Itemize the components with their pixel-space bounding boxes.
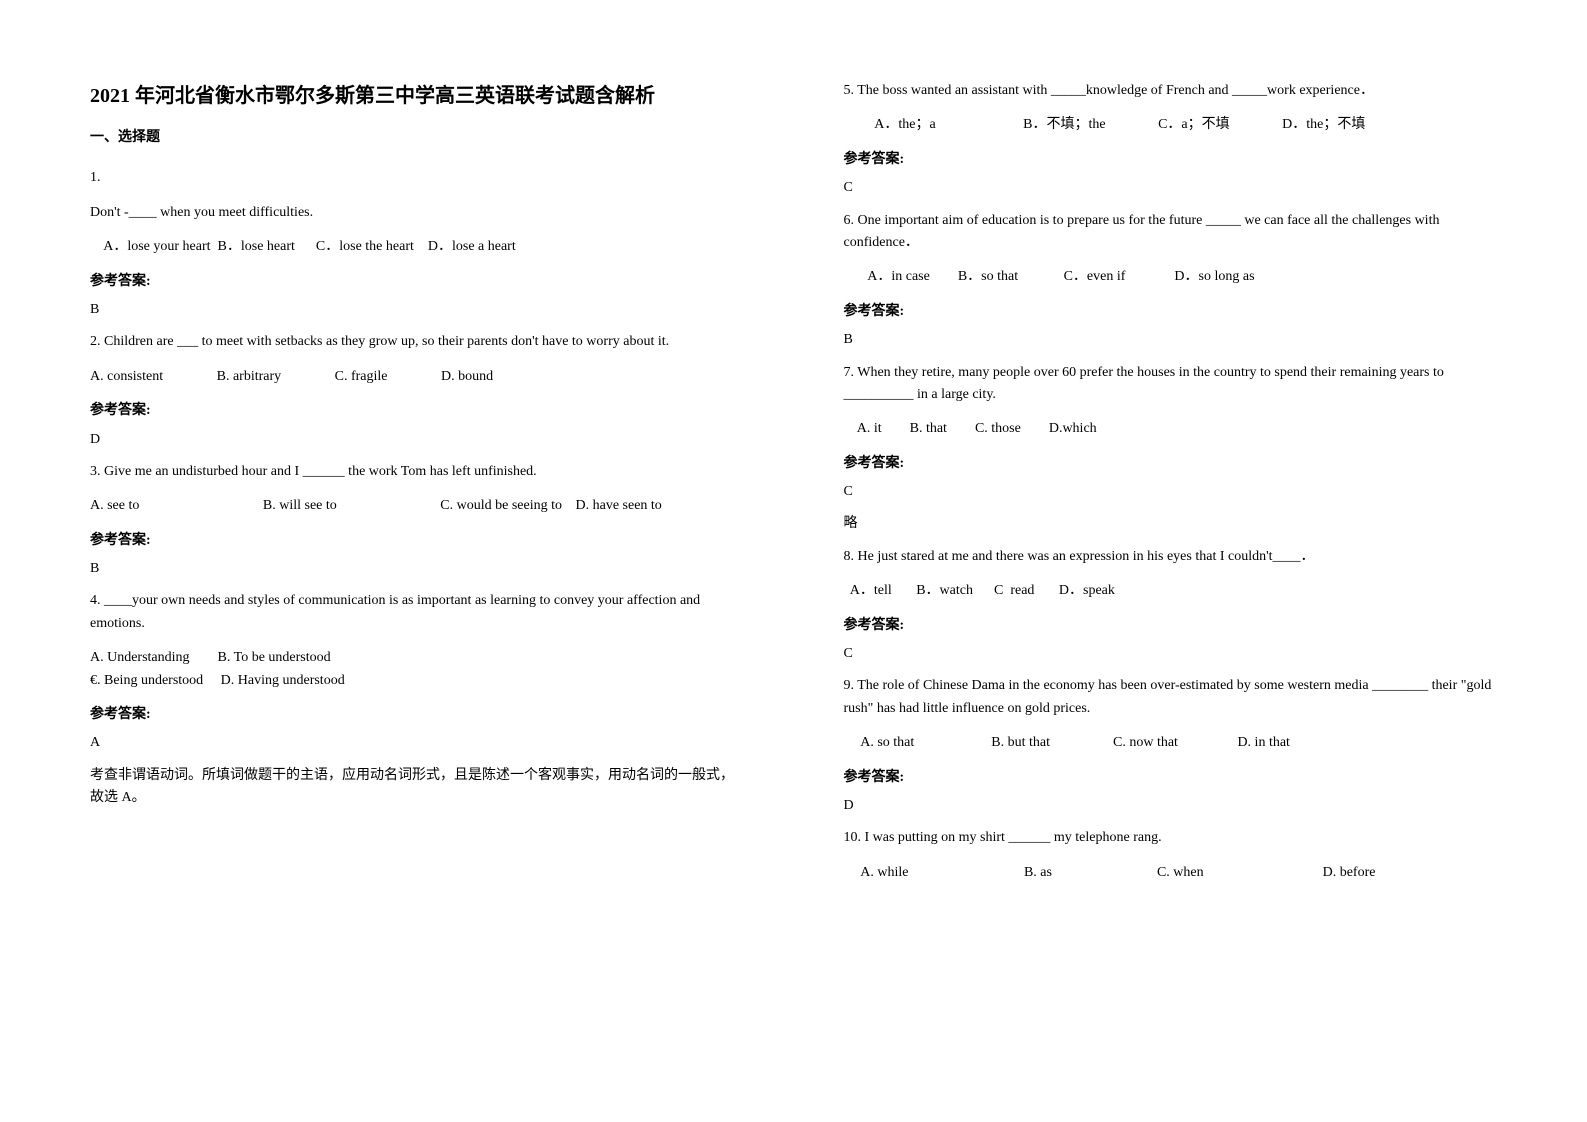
section-heading: 一、选择题 xyxy=(90,127,744,149)
q6-answer: B xyxy=(844,329,1498,351)
q6-answer-label: 参考答案: xyxy=(844,301,1498,323)
q3-optB: B. will see to xyxy=(263,495,337,517)
q8-answer: C xyxy=(844,643,1498,665)
q7-answer-label: 参考答案: xyxy=(844,453,1498,475)
q2-answer: D xyxy=(90,429,744,451)
q3-optC: C. would be seeing to xyxy=(440,495,562,517)
q7-answer: C xyxy=(844,481,1498,503)
q2-optB: B. arbitrary xyxy=(217,366,282,388)
q4-answer-label: 参考答案: xyxy=(90,704,744,726)
q2-text: 2. Children are ___ to meet with setback… xyxy=(90,331,744,353)
q3-answer: B xyxy=(90,558,744,580)
q4-text: 4. ____your own needs and styles of comm… xyxy=(90,590,744,635)
q3-optD: D. have seen to xyxy=(576,495,662,517)
q9-answer-label: 参考答案: xyxy=(844,767,1498,789)
q10-text: 10. I was putting on my shirt ______ my … xyxy=(844,827,1498,849)
q9-answer: D xyxy=(844,795,1498,817)
q1-options: A．lose your heart B．lose heart C．lose th… xyxy=(90,236,744,258)
q8-text: 8. He just stared at me and there was an… xyxy=(844,546,1498,568)
q4-options-l2: €. Being understood D. Having understood xyxy=(90,670,744,692)
q4-answer: A xyxy=(90,732,744,754)
doc-title: 2021 年河北省衡水市鄂尔多斯第三中学高三英语联考试题含解析 xyxy=(90,80,744,112)
q7-text: 7. When they retire, many people over 60… xyxy=(844,362,1498,407)
q7-options: A. it B. that C. those D.which xyxy=(844,418,1498,440)
q8-options: A．tell B．watch C read D．speak xyxy=(844,580,1498,602)
q5-text: 5. The boss wanted an assistant with ___… xyxy=(844,80,1498,102)
q2-optC: C. fragile xyxy=(335,366,388,388)
q5-answer: C xyxy=(844,177,1498,199)
q2-optA: A. consistent xyxy=(90,366,163,388)
q4-options-l1: A. Understanding B. To be understood xyxy=(90,647,744,669)
q7-note: 略 xyxy=(844,513,1498,535)
q2-answer-label: 参考答案: xyxy=(90,400,744,422)
q3-text: 3. Give me an undisturbed hour and I ___… xyxy=(90,461,744,483)
left-column: 2021 年河北省衡水市鄂尔多斯第三中学高三英语联考试题含解析 一、选择题 1.… xyxy=(0,0,794,1122)
q6-text: 6. One important aim of education is to … xyxy=(844,210,1498,255)
q1-answer-label: 参考答案: xyxy=(90,271,744,293)
q5-answer-label: 参考答案: xyxy=(844,149,1498,171)
q8-answer-label: 参考答案: xyxy=(844,615,1498,637)
right-column: 5. The boss wanted an assistant with ___… xyxy=(794,0,1587,1122)
q1-text: Don't -____ when you meet difficulties. xyxy=(90,202,744,224)
q2-options: A. consistent B. arbitrary C. fragile D.… xyxy=(90,366,744,388)
q2-optD: D. bound xyxy=(441,366,493,388)
q3-answer-label: 参考答案: xyxy=(90,530,744,552)
q1-num: 1. xyxy=(90,167,744,189)
q9-text: 9. The role of Chinese Dama in the econo… xyxy=(844,675,1498,720)
q10-options: A. while B. as C. when D. before xyxy=(844,862,1498,884)
q1-answer: B xyxy=(90,299,744,321)
q3-optA: A. see to xyxy=(90,495,139,517)
q5-options: A．the；a B．不填；the C．a；不填 D．the；不填 xyxy=(844,114,1498,136)
q6-options: A．in case B．so that C．even if D．so long … xyxy=(844,266,1498,288)
q9-options: A. so that B. but that C. now that D. in… xyxy=(844,732,1498,754)
q4-explain: 考查非谓语动词。所填词做题干的主语，应用动名词形式，且是陈述一个客观事实，用动名… xyxy=(90,765,744,810)
q3-options: A. see to B. will see to C. would be see… xyxy=(90,495,744,517)
